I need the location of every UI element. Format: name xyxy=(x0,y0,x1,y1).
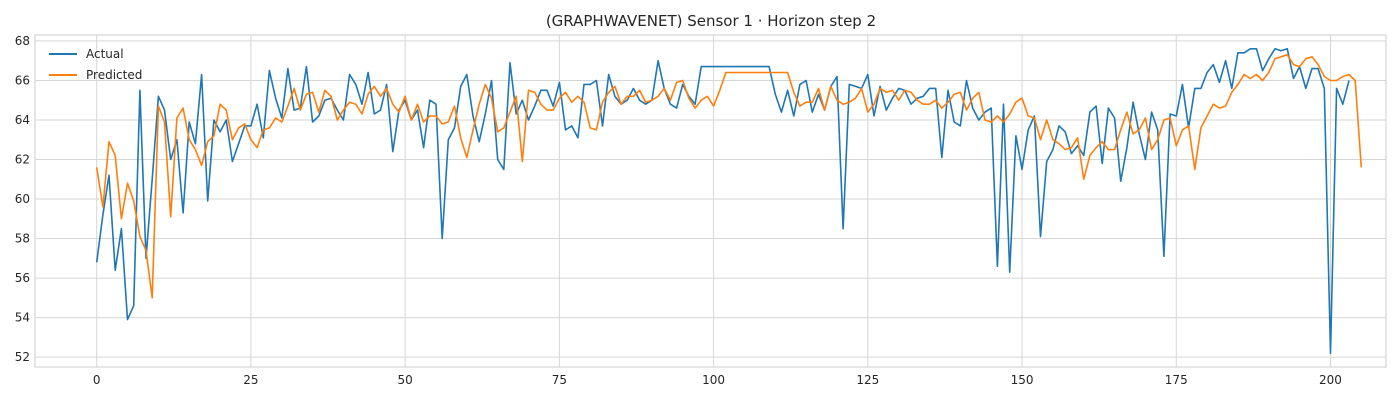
y-tick-label: 68 xyxy=(15,34,30,48)
x-tick-labels: 0 25 50 75 100 125 150 175 200 xyxy=(93,373,1342,387)
series-line-predicted xyxy=(95,53,1363,299)
y-tick-labels: 52 54 56 58 60 62 64 66 68 xyxy=(15,34,30,364)
y-tick-label: 56 xyxy=(15,271,30,285)
grid xyxy=(35,35,1386,367)
x-tick-label: 75 xyxy=(552,373,567,387)
y-tick-label: 52 xyxy=(15,350,30,364)
chart-title: (GRAPHWAVENET) Sensor 1 · Horizon step 2 xyxy=(546,12,876,30)
y-tick-label: 66 xyxy=(15,73,30,87)
legend-label: Predicted xyxy=(86,68,142,82)
x-tick-label: 175 xyxy=(1165,373,1188,387)
series-lines xyxy=(95,47,1363,355)
y-tick-label: 58 xyxy=(15,232,30,246)
legend: Actual Predicted xyxy=(49,47,142,82)
x-tick-label: 150 xyxy=(1011,373,1034,387)
x-tick-label: 25 xyxy=(243,373,258,387)
x-tick-label: 125 xyxy=(856,373,879,387)
legend-label: Actual xyxy=(86,47,124,61)
y-tick-label: 54 xyxy=(15,311,30,325)
x-tick-label: 100 xyxy=(702,373,725,387)
x-tick-label: 0 xyxy=(93,373,101,387)
x-tick-label: 50 xyxy=(397,373,412,387)
series-line-actual xyxy=(95,47,1350,355)
x-tick-label: 200 xyxy=(1319,373,1342,387)
y-tick-label: 60 xyxy=(15,192,30,206)
y-tick-label: 64 xyxy=(15,113,30,127)
y-tick-label: 62 xyxy=(15,153,30,167)
